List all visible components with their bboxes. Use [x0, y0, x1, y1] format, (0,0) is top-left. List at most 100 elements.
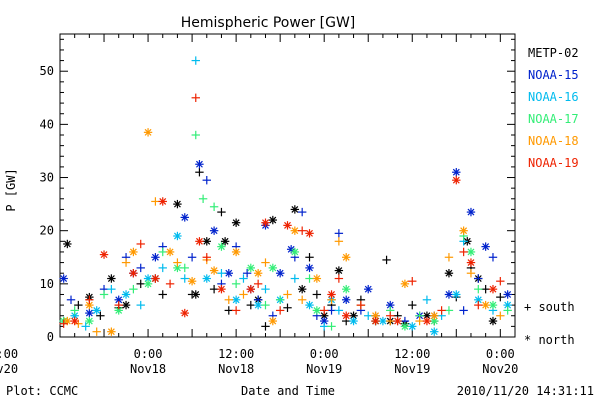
south-point: [437, 306, 446, 315]
south-point: [202, 253, 211, 262]
legend-north: * north: [524, 333, 575, 347]
south-point: [496, 292, 505, 302]
north-point: [452, 175, 461, 185]
south-point: [496, 311, 505, 320]
south-point: [474, 274, 483, 283]
south-point: [59, 319, 68, 328]
chart-title: Hemispheric Power [GW]: [181, 15, 356, 31]
south-point: [191, 93, 200, 102]
north-point: [217, 242, 226, 251]
south-point: [191, 130, 200, 140]
x-tick-date: Nov19: [306, 362, 342, 376]
north-point: [430, 327, 439, 336]
south-point: [231, 306, 241, 315]
south-point: [217, 207, 226, 217]
south-point: [96, 311, 105, 320]
south-point: [198, 194, 208, 203]
legend-item-noaa-16: NOAA-16: [528, 90, 579, 104]
north-point: [488, 284, 498, 294]
south-point: [253, 279, 263, 289]
footer-right: 2010/11/20 14:31:11: [457, 384, 594, 398]
south-point: [165, 279, 175, 289]
south-point: [261, 300, 270, 310]
north-point: [488, 300, 498, 310]
y-tick-label: 30: [40, 171, 54, 185]
north-point: [342, 284, 351, 294]
south-point: [136, 239, 145, 249]
north-point: [408, 322, 417, 331]
south-point: [231, 279, 241, 289]
south-point: [459, 306, 468, 315]
south-point: [275, 306, 285, 315]
north-point: [400, 279, 410, 289]
north-point: [466, 207, 476, 217]
north-point: [400, 322, 410, 331]
north-point: [444, 290, 454, 299]
y-tick-label: 20: [40, 224, 54, 238]
x-axis-label: Date and Time: [241, 384, 335, 398]
north-point: [305, 229, 314, 238]
south-point: [444, 306, 454, 315]
south-point: [312, 290, 322, 299]
south-point: [319, 306, 329, 315]
legend-item-noaa-17: NOAA-17: [528, 112, 579, 126]
south-point: [283, 303, 292, 312]
north-point: [107, 327, 116, 336]
north-point: [342, 295, 351, 304]
south-point: [107, 284, 116, 294]
x-tick-time: 0:00: [486, 347, 515, 361]
south-point: [74, 300, 83, 310]
north-point: [129, 247, 138, 257]
north-point: [209, 266, 219, 275]
south-point: [92, 327, 101, 336]
north-point: [466, 258, 476, 267]
south-point: [195, 168, 204, 177]
north-point: [173, 231, 182, 241]
north-point: [481, 300, 490, 310]
south-point: [356, 300, 366, 310]
north-point: [220, 237, 230, 246]
north-point: [452, 290, 461, 299]
north-point: [474, 295, 483, 304]
south-point: [474, 300, 483, 310]
south-point: [297, 207, 307, 217]
south-point: [305, 253, 314, 262]
south-point: [158, 247, 167, 257]
north-point: [99, 250, 109, 259]
north-point: [430, 311, 439, 320]
legend-item-metp-02: METP-02: [528, 46, 579, 60]
south-point: [121, 258, 131, 267]
south-point: [364, 311, 373, 320]
south-point: [224, 306, 233, 315]
north-point: [231, 218, 241, 227]
south-point: [305, 274, 314, 283]
south-point: [459, 247, 468, 257]
x-tick-time: 12:00: [394, 347, 430, 361]
north-point: [63, 239, 72, 249]
plot-frame: [59, 33, 516, 338]
y-tick-label: 0: [47, 330, 54, 344]
south-point: [488, 253, 498, 262]
north-point: [253, 300, 263, 310]
south-point: [415, 316, 424, 326]
series-noaa-15: [59, 160, 512, 326]
north-point: [481, 242, 490, 251]
north-point: [268, 316, 278, 326]
south-point: [173, 258, 182, 267]
legend-item-noaa-18: NOAA-18: [528, 134, 579, 148]
south-point: [209, 284, 219, 294]
north-point: [224, 269, 233, 278]
north-point: [430, 316, 439, 326]
north-point: [121, 300, 131, 310]
north-point: [195, 160, 204, 169]
north-point: [312, 306, 322, 315]
north-point: [488, 316, 498, 326]
south-point: [191, 56, 200, 65]
x-tick-time: 0:00: [134, 347, 163, 361]
north-point: [165, 247, 175, 257]
series-noaa-17: [59, 130, 512, 331]
north-point: [503, 290, 512, 299]
north-point: [143, 279, 153, 289]
